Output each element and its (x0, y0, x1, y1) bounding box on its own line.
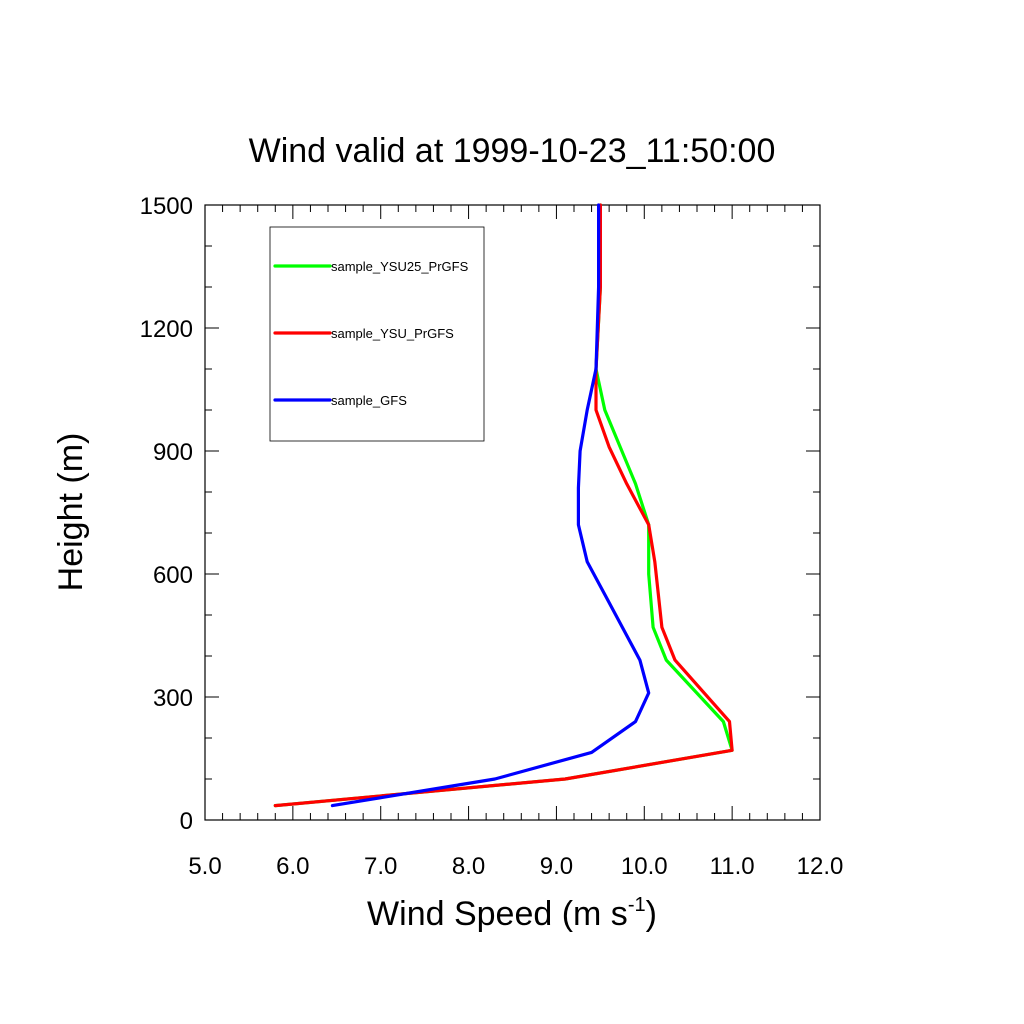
x-tick-label: 7.0 (364, 853, 397, 880)
x-axis-label-text: Wind Speed (m s (367, 895, 628, 933)
legend-items: sample_YSU25_PrGFS sample_YSU_PrGFSsample… (273, 259, 469, 408)
y-tick-label: 1200 (140, 316, 193, 343)
x-tick-label: 5.0 (188, 853, 221, 880)
x-tick-label: 12.0 (797, 853, 844, 880)
x-axis-tick-labels: 5.0 6.0 7.0 8.0 9.0 10.0 11.0 12.0 (188, 853, 843, 880)
y-axis-ticks (205, 204, 820, 821)
x-tick-label: 11.0 (710, 853, 755, 880)
y-tick-label: 1500 (140, 193, 193, 220)
x-tick-label: 6.0 (276, 853, 309, 880)
x-axis-label-superscript: -1 (628, 894, 646, 916)
x-axis-label: Wind Speed (m s-1) (367, 894, 657, 933)
y-tick-label: 0 (180, 808, 193, 835)
y-tick-label: 300 (153, 685, 193, 712)
x-axis-ticks (204, 205, 821, 820)
plot-frame (204, 204, 821, 821)
chart-title: Wind valid at 1999-10-23_11:50:00 (249, 132, 776, 170)
series-line-sample_GFS (330, 203, 651, 808)
series-lines (273, 203, 734, 808)
y-axis-label: Height (m) (52, 433, 90, 592)
x-axis-label-suffix: ) (646, 895, 657, 933)
legend-label: sample_YSU_PrGFS (331, 326, 454, 341)
y-tick-label: 600 (153, 562, 193, 589)
y-tick-label: 900 (153, 439, 193, 466)
legend-label: sample_YSU25_PrGFS (331, 259, 469, 274)
legend-label: sample_GFS (331, 393, 407, 408)
x-tick-label: 8.0 (452, 853, 485, 880)
x-tick-label: 9.0 (540, 853, 573, 880)
y-axis-tick-labels: 0 300 600 900 1200 1500 (140, 193, 193, 835)
legend: sample_YSU25_PrGFS sample_YSU_PrGFSsample… (269, 226, 485, 442)
x-tick-label: 10.0 (621, 853, 668, 880)
